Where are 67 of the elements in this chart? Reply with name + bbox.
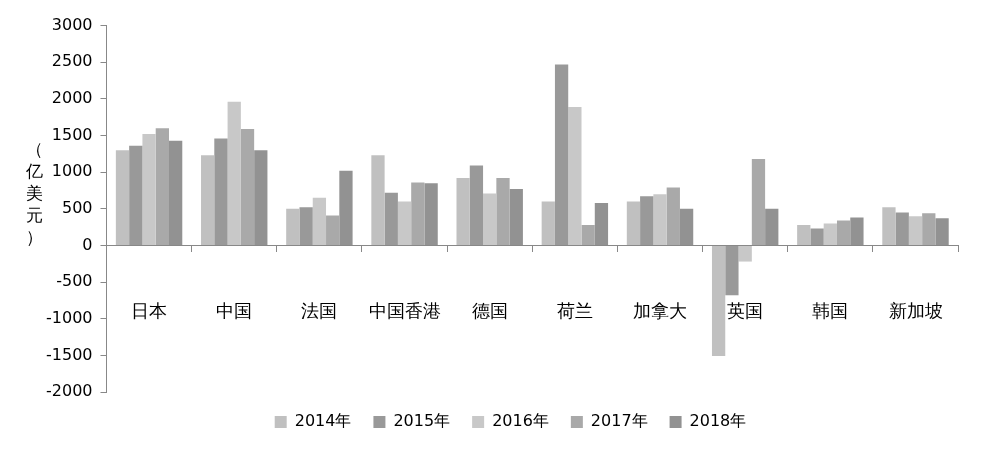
y-axis-title: （亿美元） [26, 138, 43, 248]
y-tick-label: 2000 [51, 88, 93, 108]
bar [469, 165, 484, 245]
bar [568, 106, 582, 245]
bar [810, 228, 824, 245]
bar [326, 215, 340, 245]
bar [214, 138, 228, 245]
bar [581, 224, 595, 245]
x-tick-label: 荷兰 [556, 299, 593, 321]
y-tick-label: -500 [56, 271, 93, 291]
bar [384, 192, 398, 245]
y-tick-label: -1000 [45, 307, 93, 327]
legend-label: 2014年 [294, 411, 352, 431]
bar [129, 145, 143, 245]
bar [227, 101, 241, 245]
bar [541, 201, 555, 245]
bar [554, 64, 569, 245]
y-tick-label: 1000 [51, 161, 93, 181]
bar [115, 150, 130, 245]
bar [371, 155, 385, 245]
bar [823, 223, 837, 245]
y-tick-label: 500 [61, 197, 93, 217]
bar [312, 197, 327, 245]
bar [496, 178, 510, 245]
bar [882, 207, 896, 245]
bar [836, 220, 851, 245]
x-tick-label: 中国 [216, 299, 253, 321]
bar [922, 213, 936, 245]
bar [626, 201, 641, 245]
y-tick-label: -1500 [45, 344, 93, 364]
legend-label: 2016年 [492, 411, 549, 431]
y-tick-label: 2500 [51, 51, 93, 71]
x-tick-label: 中国香港 [368, 299, 441, 321]
bar [908, 216, 923, 245]
y-tick-label: 0 [82, 234, 93, 254]
legend-label: 2018年 [689, 411, 747, 431]
bar [725, 245, 739, 296]
bar [751, 158, 766, 245]
bar [299, 207, 313, 245]
x-tick-label: 加拿大 [633, 299, 688, 321]
x-tick-label: 英国 [727, 299, 764, 321]
y-tick-label: 1500 [51, 124, 93, 144]
bar [201, 155, 215, 245]
bar [155, 128, 169, 245]
bar [397, 201, 412, 245]
bar [286, 208, 300, 245]
x-tick-label: 日本 [131, 299, 168, 321]
legend-label: 2015年 [393, 411, 451, 431]
bar [456, 178, 470, 245]
bar [640, 196, 654, 245]
bar [738, 245, 752, 262]
bar [240, 128, 255, 245]
bar [895, 212, 909, 245]
bar [483, 193, 497, 245]
bar [666, 187, 680, 245]
bar [411, 182, 425, 245]
y-tick-label: 3000 [51, 14, 93, 34]
x-tick-label: 新加坡 [888, 299, 943, 321]
bar [653, 194, 667, 245]
y-tick-label: -2000 [45, 381, 93, 401]
x-tick-label: 韩国 [812, 299, 849, 321]
bar [142, 134, 156, 245]
bar [711, 245, 726, 357]
legend-label: 2017年 [590, 411, 648, 431]
x-tick-label: 德国 [471, 299, 508, 321]
bar [797, 224, 811, 245]
x-tick-label: 法国 [301, 299, 338, 321]
